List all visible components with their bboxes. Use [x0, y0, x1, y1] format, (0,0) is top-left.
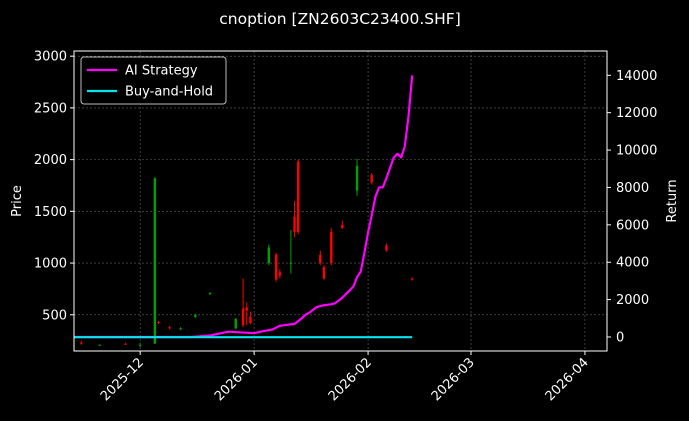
- series-lines: [74, 75, 414, 339]
- candle-body: [267, 247, 271, 264]
- y2-tick-label: 4000: [616, 256, 649, 271]
- legend-label: AI Strategy: [125, 64, 198, 79]
- candle-body: [98, 344, 101, 346]
- candle-body: [168, 327, 171, 329]
- y-tick-label: 2500: [34, 101, 67, 116]
- candle-body: [330, 232, 333, 264]
- plot-frame: [73, 50, 608, 352]
- y-tick-label: 1000: [34, 257, 67, 272]
- candle-body: [245, 307, 248, 311]
- candle-body: [370, 175, 373, 183]
- candle-body: [138, 344, 142, 346]
- y2-tick-label: 14000: [616, 69, 657, 84]
- candle-body: [293, 216, 296, 233]
- candle-body: [157, 322, 160, 324]
- y-tick-label: 500: [42, 308, 67, 323]
- legend: AI Strategy Buy-and-Hold: [80, 56, 227, 105]
- legend-box: [80, 56, 227, 105]
- candle-body: [322, 267, 326, 279]
- candle-body: [153, 178, 157, 344]
- y-tick-label: 1500: [34, 205, 67, 220]
- candle-body: [289, 263, 293, 265]
- candle-body: [194, 314, 197, 317]
- candle-body: [355, 165, 359, 191]
- candle-body: [234, 318, 237, 329]
- candle-body: [319, 254, 322, 264]
- y2-tick-label: 6000: [616, 218, 649, 233]
- candle-body: [385, 245, 388, 251]
- grid-lines: [74, 51, 607, 351]
- candlesticks: [80, 158, 414, 347]
- y-tick-label: 2000: [34, 153, 67, 168]
- candle-body: [249, 316, 252, 324]
- legend-label: Buy-and-Hold: [125, 85, 213, 100]
- y2-tick-label: 2000: [616, 293, 649, 308]
- series-line-ai-strategy: [74, 75, 414, 339]
- candle-body: [274, 254, 278, 280]
- candle-body: [410, 278, 414, 280]
- candle-body: [208, 293, 212, 295]
- candle-body: [241, 308, 245, 326]
- y2-axis-label: Return: [665, 179, 680, 222]
- candle-body: [297, 161, 300, 233]
- y-axis-label: Price: [10, 185, 25, 217]
- candle-body: [341, 224, 344, 228]
- candle-body: [124, 343, 127, 345]
- y2-tick-label: 8000: [616, 181, 649, 196]
- chart-title: cnoption [ZN2603C23400.SHF]: [219, 10, 461, 28]
- y2-tick-label: 0: [616, 330, 624, 345]
- candle-body: [278, 272, 282, 276]
- candle-body: [80, 342, 83, 344]
- y2-tick-label: 12000: [616, 106, 657, 121]
- y-tick-label: 3000: [34, 50, 67, 65]
- candle-body: [179, 328, 182, 330]
- y2-tick-label: 10000: [616, 144, 657, 159]
